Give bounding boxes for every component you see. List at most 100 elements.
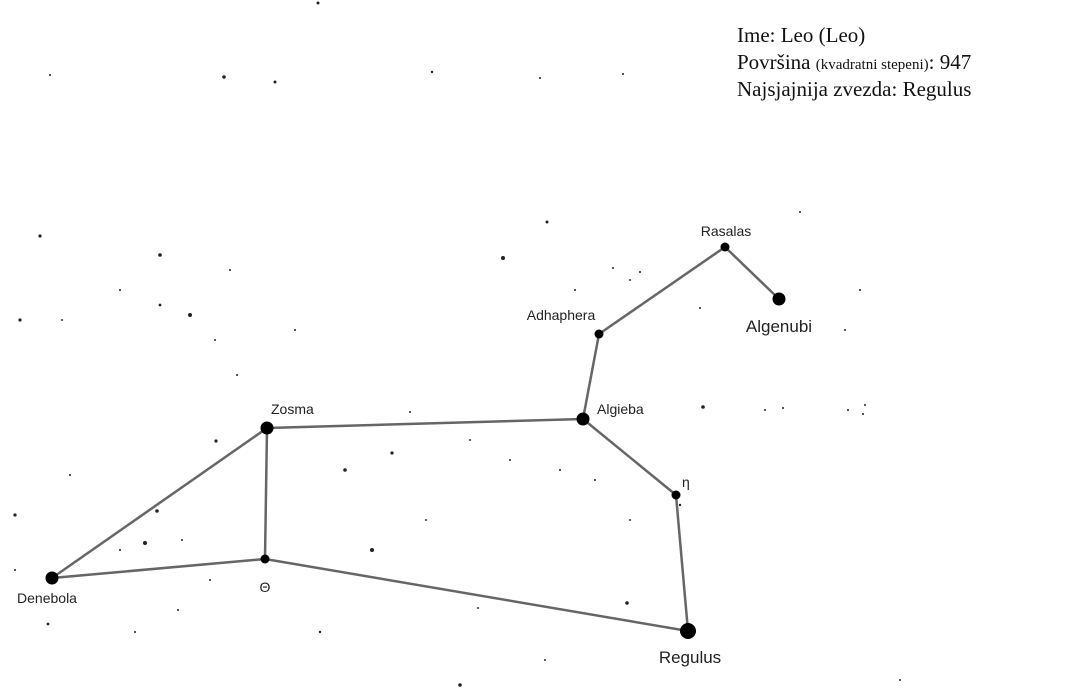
star-label: Denebola bbox=[17, 590, 77, 606]
background-star bbox=[799, 211, 801, 213]
background-star bbox=[458, 683, 462, 687]
info-name: Ime: Leo (Leo) bbox=[737, 23, 865, 47]
edge bbox=[51, 426, 268, 580]
background-star bbox=[862, 413, 864, 415]
background-star bbox=[764, 409, 766, 411]
background-star bbox=[639, 271, 641, 273]
background-star bbox=[209, 579, 211, 581]
info-brightest: Najsjajnija zvezda: Regulus bbox=[737, 77, 971, 101]
background-star bbox=[699, 307, 701, 309]
background-star bbox=[844, 329, 846, 331]
edge bbox=[582, 418, 677, 496]
background-star bbox=[544, 659, 546, 661]
edge bbox=[598, 245, 726, 336]
background-star bbox=[509, 459, 511, 461]
background-star bbox=[625, 601, 629, 605]
background-star bbox=[847, 409, 849, 411]
background-star bbox=[222, 75, 226, 79]
star-label: Regulus bbox=[659, 648, 721, 667]
star bbox=[671, 490, 681, 500]
info-area: Površina (kvadratni stepeni): 947 bbox=[737, 50, 971, 74]
background-star bbox=[214, 339, 216, 341]
star-label: Rasalas bbox=[701, 223, 752, 239]
edge bbox=[724, 246, 780, 300]
star bbox=[680, 623, 696, 639]
background-star bbox=[61, 319, 63, 321]
background-star bbox=[143, 541, 147, 545]
area-sep: : bbox=[929, 50, 940, 74]
background-star bbox=[545, 220, 549, 224]
background-star bbox=[409, 411, 411, 413]
background-star bbox=[612, 267, 614, 269]
background-star bbox=[177, 609, 179, 611]
star bbox=[772, 292, 786, 306]
background-star bbox=[899, 679, 901, 681]
background-star bbox=[214, 439, 218, 443]
edge bbox=[674, 494, 690, 632]
star-label: Algieba bbox=[597, 401, 644, 417]
background-star bbox=[294, 329, 296, 331]
background-star bbox=[430, 70, 434, 74]
star bbox=[720, 242, 730, 252]
edge bbox=[264, 557, 689, 633]
edges bbox=[51, 245, 780, 633]
background-star bbox=[46, 622, 50, 626]
background-star bbox=[343, 468, 347, 472]
background-star bbox=[69, 474, 71, 476]
edge bbox=[581, 333, 601, 420]
star-label: Algenubi bbox=[746, 317, 812, 336]
background-star bbox=[49, 74, 51, 76]
background-star bbox=[236, 374, 238, 376]
background-star bbox=[318, 630, 322, 634]
edge bbox=[263, 427, 269, 560]
area-value: 947 bbox=[940, 50, 972, 74]
area-unit: (kvadratni stepeni) bbox=[816, 57, 929, 73]
background-star bbox=[864, 404, 866, 406]
background-star bbox=[859, 289, 861, 291]
background-star bbox=[158, 303, 162, 307]
background-star bbox=[559, 469, 561, 471]
background-star bbox=[273, 80, 277, 84]
background-star bbox=[229, 269, 231, 271]
background-star bbox=[188, 313, 192, 317]
background-star bbox=[539, 77, 541, 79]
background-star bbox=[134, 631, 136, 633]
background-star bbox=[13, 513, 17, 517]
background-star bbox=[425, 519, 427, 521]
star bbox=[594, 329, 604, 339]
background-star bbox=[316, 1, 320, 5]
background-star bbox=[119, 289, 121, 291]
background-star bbox=[477, 607, 479, 609]
background-star bbox=[782, 407, 784, 409]
area-label: Površina bbox=[737, 50, 816, 74]
background-star bbox=[469, 439, 471, 441]
background-star bbox=[678, 503, 682, 507]
background-star bbox=[181, 539, 183, 541]
background-star bbox=[594, 479, 596, 481]
star bbox=[576, 412, 590, 426]
background-star bbox=[38, 234, 42, 238]
background-star bbox=[390, 451, 394, 455]
background-stars bbox=[13, 1, 901, 687]
background-star bbox=[629, 519, 631, 521]
background-star bbox=[14, 569, 16, 571]
background-star bbox=[370, 548, 374, 552]
background-star bbox=[574, 289, 576, 291]
background-star bbox=[119, 549, 121, 551]
star-label: Zosma bbox=[271, 401, 314, 417]
stars: Rasalas Algenubi Adhaphera Algieba η Regulus Z… bbox=[17, 223, 812, 667]
star bbox=[260, 421, 274, 435]
edge bbox=[266, 417, 584, 430]
star-label: Adhaphera bbox=[527, 307, 596, 323]
background-star bbox=[155, 509, 159, 513]
background-star bbox=[501, 256, 505, 260]
star-label: η bbox=[682, 474, 690, 490]
star bbox=[45, 571, 59, 585]
star-label: Θ bbox=[260, 579, 271, 595]
background-star bbox=[158, 253, 162, 257]
edge bbox=[51, 557, 266, 580]
background-star bbox=[18, 318, 22, 322]
background-star bbox=[701, 405, 705, 409]
background-star bbox=[622, 73, 624, 75]
